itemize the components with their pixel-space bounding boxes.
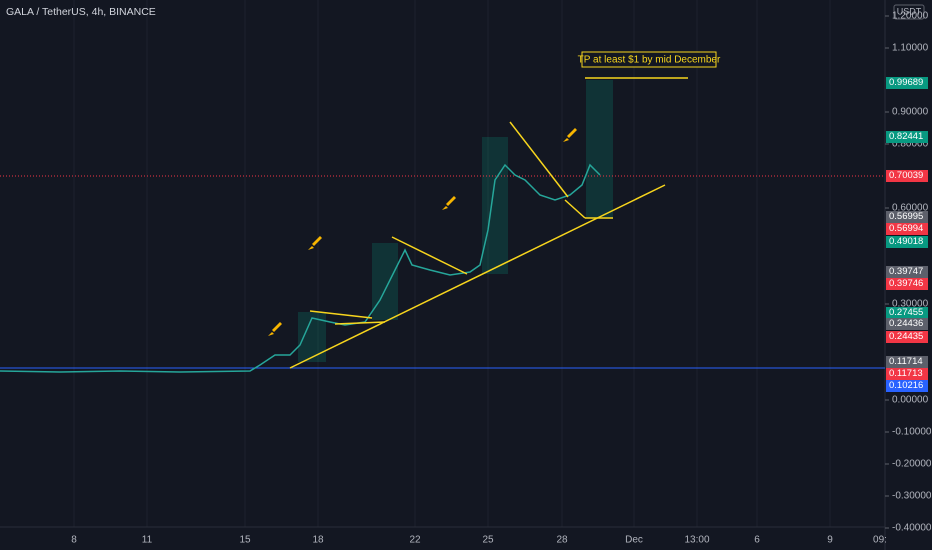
annotation-box [581,51,717,68]
x-tick-label: Dec [625,535,643,546]
price-label: 0.11713 [886,368,928,380]
time-axis: 8 11 15 18 22 25 28 Dec 13:00 6 9 09: [71,535,887,546]
price-label: 0.27455 [886,307,928,319]
y-tick-label: -0.20000 [892,459,932,470]
annotation-text: TP at least $1 by mid December [578,55,721,66]
y-tick-label: 1.20000 [892,11,929,22]
price-axis: 1.20000 1.10000 0.90000 0.80000 0.60000 0.300… [885,11,932,534]
x-tick-label: 9 [827,535,833,546]
y-tick-label: -0.40000 [892,523,932,534]
price-label: 0.82441 [886,131,928,143]
price-label: 0.24436 [886,318,928,330]
price-label: 0.11714 [886,356,928,368]
rocket-icons [268,128,577,336]
price-label: 0.56994 [886,223,928,235]
x-tick-label: 18 [312,535,324,546]
price-label: 0.70039 [886,170,928,182]
y-tick-label: 1.10000 [892,43,929,54]
price-path [0,163,601,373]
y-tick-label: 0.00000 [892,395,929,406]
x-tick-label: 09: [873,535,887,546]
price-label: 0.24435 [886,331,928,343]
x-tick-label: 13:00 [684,535,709,546]
price-label: 0.39746 [886,278,928,290]
y-tick-label: 0.30000 [892,299,929,310]
target-boxes [298,80,613,362]
x-tick-label: 15 [239,535,251,546]
y-tick-label: 0.80000 [892,139,929,150]
x-tick-label: 8 [71,535,77,546]
price-label: 0.10216 [886,380,928,392]
y-tick-label: -0.10000 [892,427,932,438]
trend-lines [289,77,688,369]
y-tick-label: -0.30000 [892,491,932,502]
x-tick-label: 25 [482,535,494,546]
grid [73,0,831,527]
currency: USDT [897,6,922,16]
currency-badge[interactable] [893,4,925,20]
x-tick-label: 6 [754,535,760,546]
price-label: 0.99689 [886,77,928,89]
y-tick-label: 0.60000 [892,203,929,214]
price-label: 0.49018 [886,236,928,248]
x-tick-label: 22 [409,535,421,546]
y-tick-label: 0.90000 [892,107,929,118]
price-label: 0.39747 [886,266,928,278]
symbol-title[interactable]: GALA / TetherUS, 4h, BINANCE [6,6,156,18]
x-tick-label: 28 [556,535,568,546]
x-tick-label: 11 [142,535,153,546]
price-label: 0.56995 [886,211,928,223]
